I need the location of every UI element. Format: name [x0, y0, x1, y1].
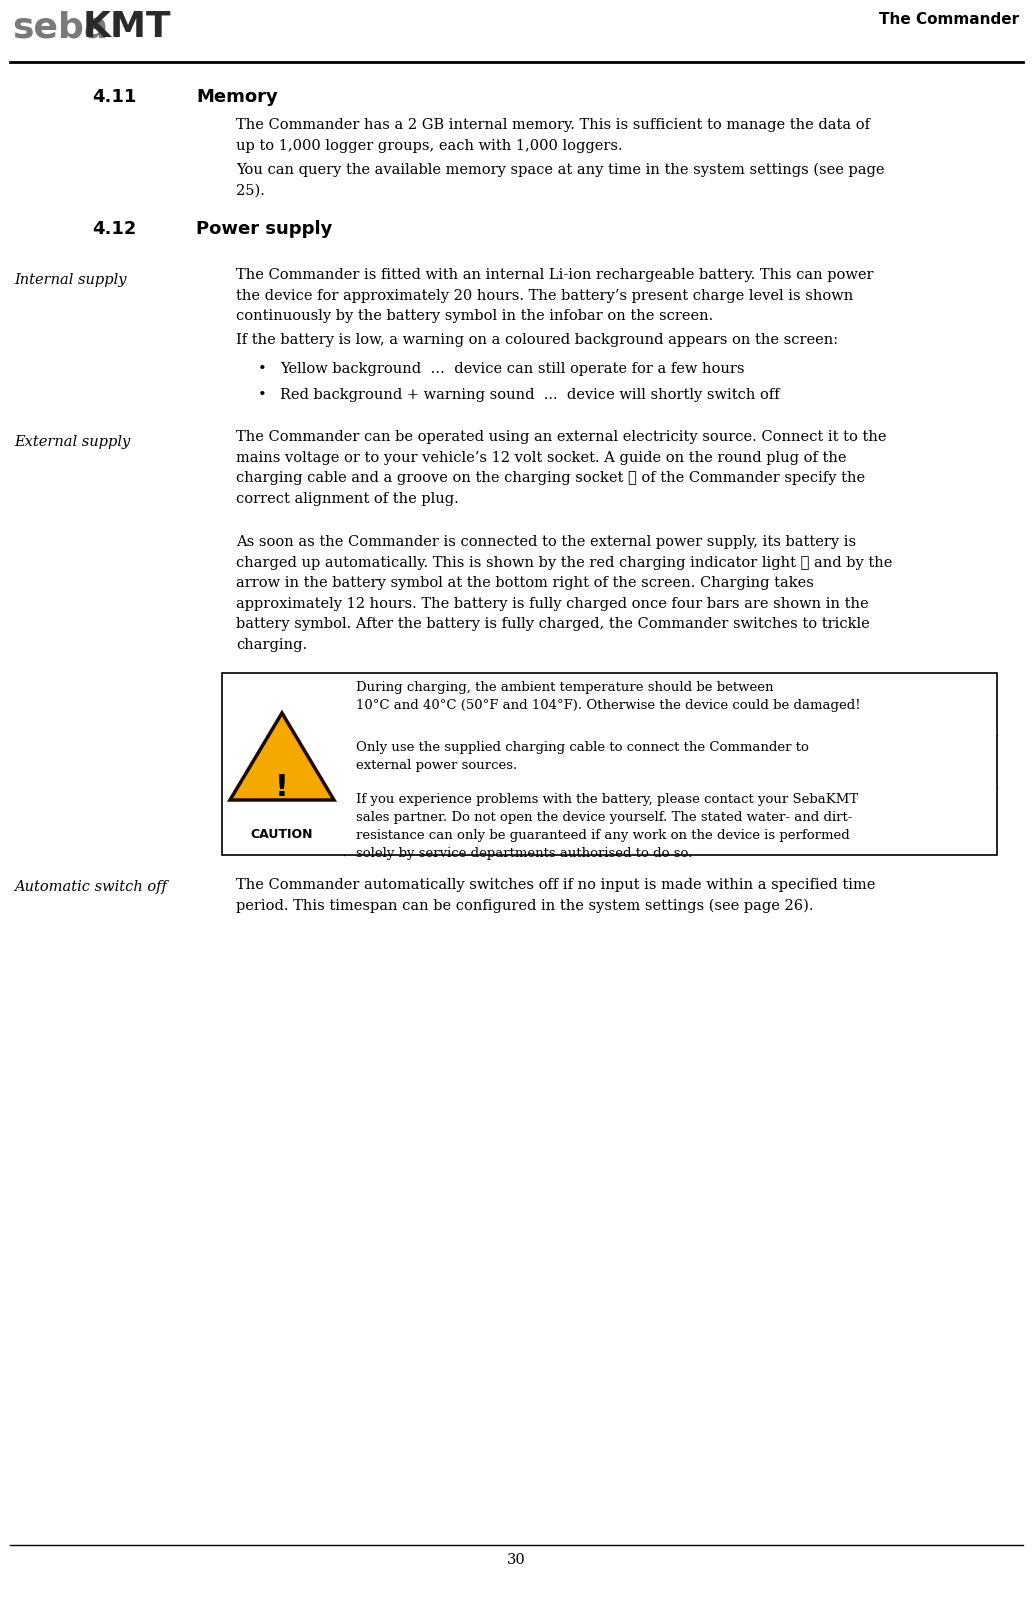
Text: If the battery is low, a warning on a coloured background appears on the screen:: If the battery is low, a warning on a co… — [236, 334, 838, 347]
Text: As soon as the Commander is connected to the external power supply, its battery : As soon as the Commander is connected to… — [236, 535, 893, 652]
Text: External supply: External supply — [14, 434, 130, 449]
Text: You can query the available memory space at any time in the system settings (see: You can query the available memory space… — [236, 163, 884, 198]
Text: The Commander can be operated using an external electricity source. Connect it t: The Commander can be operated using an e… — [236, 430, 886, 506]
FancyBboxPatch shape — [222, 672, 997, 854]
Text: If you experience problems with the battery, please contact your SebaKMT
sales p: If you experience problems with the batt… — [356, 794, 858, 861]
Text: During charging, the ambient temperature should be between
10°C and 40°C (50°F a: During charging, the ambient temperature… — [356, 680, 860, 712]
Polygon shape — [230, 712, 334, 800]
Text: 4.11: 4.11 — [92, 88, 136, 105]
Text: Power supply: Power supply — [196, 220, 333, 238]
Text: Automatic switch off: Automatic switch off — [14, 880, 167, 894]
Text: The Commander has a 2 GB internal memory. This is sufficient to manage the data : The Commander has a 2 GB internal memory… — [236, 118, 870, 153]
Text: seba: seba — [12, 10, 108, 45]
Text: Only use the supplied charging cable to connect the Commander to
external power : Only use the supplied charging cable to … — [356, 741, 809, 771]
Text: •: • — [258, 388, 267, 402]
Text: Yellow background  …  device can still operate for a few hours: Yellow background … device can still ope… — [280, 363, 745, 375]
Text: The Commander is fitted with an internal Li-ion rechargeable battery. This can p: The Commander is fitted with an internal… — [236, 268, 874, 323]
Text: Internal supply: Internal supply — [14, 273, 126, 287]
Text: The Commander: The Commander — [879, 13, 1019, 27]
Text: •: • — [258, 363, 267, 375]
Text: !: ! — [275, 773, 289, 803]
Text: Red background + warning sound  ...  device will shortly switch off: Red background + warning sound ... devic… — [280, 388, 780, 402]
Text: KMT: KMT — [83, 10, 171, 45]
Text: 30: 30 — [507, 1552, 526, 1567]
Text: 4.12: 4.12 — [92, 220, 136, 238]
Text: CAUTION: CAUTION — [251, 827, 313, 842]
Text: The Commander automatically switches off if no input is made within a specified : The Commander automatically switches off… — [236, 878, 875, 913]
Text: Memory: Memory — [196, 88, 278, 105]
